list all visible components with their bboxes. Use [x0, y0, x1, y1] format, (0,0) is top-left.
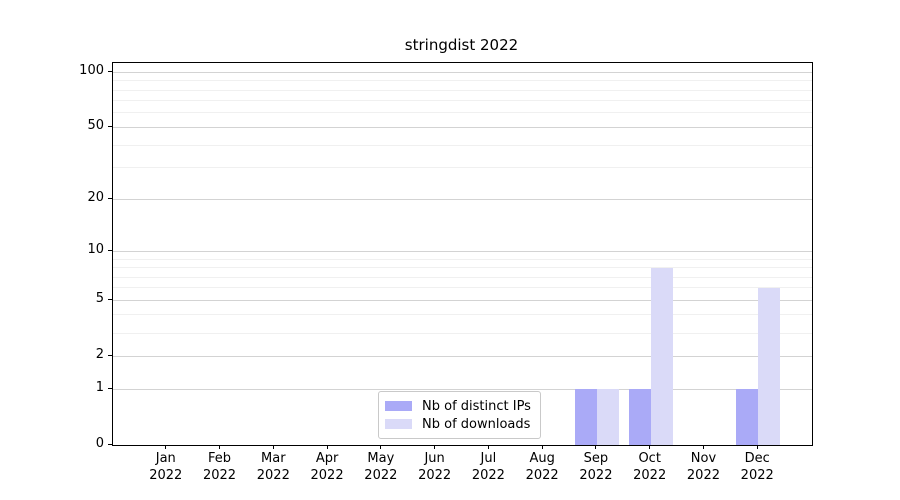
y-tick-label-50: 50	[87, 118, 104, 134]
x-tick-label-mar: Mar 2022	[243, 450, 303, 484]
x-tick-mark-jan	[165, 445, 167, 449]
x-tick-label-nov: Nov 2022	[673, 450, 733, 484]
x-tick-label-oct: Oct 2022	[620, 450, 680, 484]
bar-oct-2022-downloads	[650, 267, 673, 445]
x-tick-label-aug: Aug 2022	[512, 450, 572, 484]
x-tick-year: 2022	[579, 468, 613, 483]
x-tick-month: Jul	[480, 451, 497, 466]
x-tick-label-apr: Apr 2022	[297, 450, 357, 484]
y-tick-mark-10	[108, 249, 113, 251]
gridline-50	[113, 126, 812, 128]
gridline-70	[113, 100, 812, 102]
x-tick-month: Sep	[583, 451, 609, 466]
gridline-10	[113, 250, 812, 252]
bar-sep-2022-distinct-ips	[574, 389, 597, 445]
legend-item-distinct-ips: Nb of distinct IPs	[385, 397, 533, 415]
x-tick-year: 2022	[256, 468, 290, 483]
gridline-6	[113, 287, 812, 289]
legend: Nb of distinct IPs Nb of downloads	[378, 391, 541, 439]
gridline-100	[113, 71, 812, 73]
gridline-20	[113, 198, 812, 200]
gridline-3	[113, 332, 812, 334]
x-tick-year: 2022	[418, 468, 452, 483]
x-tick-mark-feb	[219, 445, 221, 449]
gridline-9	[113, 258, 812, 260]
x-tick-mark-nov	[702, 445, 704, 449]
gridline-4	[113, 314, 812, 316]
legend-label-distinct-ips: Nb of distinct IPs	[422, 398, 531, 414]
x-tick-month: Oct	[638, 451, 661, 466]
gridline-30	[113, 167, 812, 169]
y-tick-label-1: 1	[95, 380, 104, 395]
x-tick-month: Feb	[208, 451, 232, 466]
y-tick-label-0: 0	[95, 436, 104, 451]
x-tick-year: 2022	[471, 468, 505, 483]
x-tick-year: 2022	[740, 468, 774, 483]
x-tick-month: May	[367, 451, 395, 466]
gridline-80	[113, 89, 812, 91]
y-tick-mark-1	[108, 387, 113, 389]
legend-item-downloads: Nb of downloads	[385, 415, 533, 433]
x-tick-month: Aug	[529, 451, 555, 466]
x-tick-month: Mar	[261, 451, 286, 466]
bar-dec-2022-distinct-ips	[736, 389, 759, 445]
legend-swatch-distinct-ips	[385, 401, 412, 411]
x-tick-year: 2022	[149, 468, 183, 483]
x-tick-mark-sep	[595, 445, 597, 449]
x-tick-label-jul: Jul 2022	[458, 450, 518, 484]
x-tick-mark-aug	[541, 445, 543, 449]
x-tick-year: 2022	[202, 468, 237, 483]
x-tick-label-jan: Jan 2022	[136, 450, 196, 484]
x-tick-month: Dec	[744, 451, 770, 466]
x-tick-year: 2022	[633, 468, 667, 483]
x-tick-label-may: May 2022	[351, 450, 411, 484]
x-tick-mark-dec	[756, 445, 758, 449]
gridline-60	[113, 112, 812, 114]
x-tick-month: Jun	[424, 451, 445, 466]
y-tick-mark-20	[108, 197, 113, 199]
y-tick-mark-100	[108, 70, 113, 72]
bar-oct-2022-distinct-ips	[628, 389, 651, 445]
gridline-2	[113, 355, 812, 357]
bar-sep-2022-downloads	[596, 389, 619, 445]
gridline-8	[113, 267, 812, 268]
x-tick-mark-oct	[649, 445, 651, 449]
bar-dec-2022-downloads	[758, 287, 781, 445]
plot-area	[112, 62, 813, 446]
x-tick-month: Nov	[690, 451, 717, 466]
x-tick-year: 2022	[310, 468, 344, 483]
y-tick-label-5: 5	[95, 291, 104, 307]
x-tick-label-jun: Jun 2022	[405, 450, 465, 484]
y-tick-label-100: 100	[79, 63, 104, 79]
y-tick-mark-2	[108, 354, 113, 356]
x-tick-mark-apr	[326, 445, 328, 449]
legend-label-downloads: Nb of downloads	[422, 416, 531, 432]
y-tick-mark-5	[108, 298, 113, 300]
y-tick-label-2: 2	[95, 347, 104, 363]
x-tick-year: 2022	[686, 468, 720, 483]
x-tick-label-sep: Sep 2022	[566, 450, 626, 484]
chart-title: stringdist 2022	[404, 36, 519, 54]
x-tick-month: Apr	[315, 451, 339, 466]
x-tick-label-dec: Dec 2022	[727, 450, 787, 484]
x-tick-mark-jul	[487, 445, 489, 449]
x-tick-mark-mar	[272, 445, 274, 449]
gridline-1	[113, 388, 812, 390]
gridline-40	[113, 144, 812, 146]
y-tick-mark-0	[108, 443, 113, 445]
x-tick-label-feb: Feb 2022	[190, 450, 250, 484]
y-tick-label-20: 20	[87, 190, 104, 206]
x-tick-year: 2022	[525, 468, 559, 483]
y-tick-mark-50	[108, 125, 113, 127]
y-tick-label-10: 10	[87, 242, 104, 258]
x-tick-mark-jun	[434, 445, 436, 449]
x-tick-month: Jan	[155, 451, 176, 466]
x-tick-year: 2022	[364, 468, 398, 483]
gridline-5	[113, 299, 812, 301]
gridline-7	[113, 276, 812, 278]
x-tick-mark-may	[380, 445, 382, 449]
legend-swatch-downloads	[385, 419, 412, 429]
gridline-90	[113, 80, 812, 82]
